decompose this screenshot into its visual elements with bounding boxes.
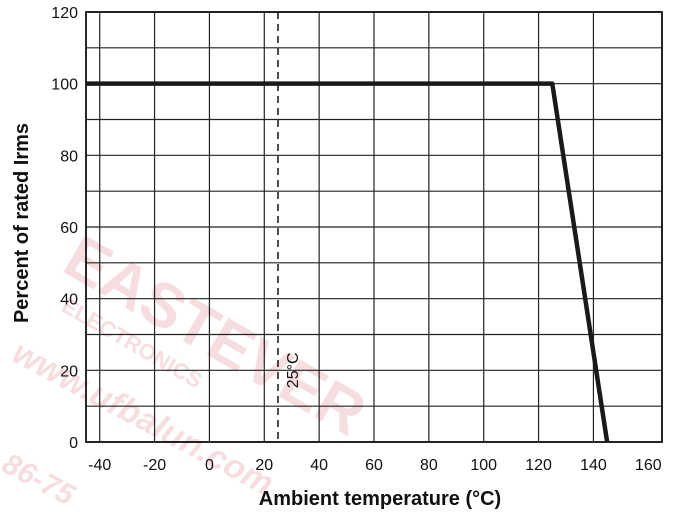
y-tick-label: 60 (60, 220, 78, 237)
y-tick-label: 80 (60, 148, 78, 165)
x-tick-label: 20 (255, 457, 273, 474)
watermark-phone: 86-75 (0, 447, 81, 513)
x-tick-label: 160 (635, 457, 662, 474)
reference-layer: 25°C (277, 12, 302, 442)
plot-frame (85, 11, 663, 443)
x-tick-label: 60 (365, 457, 383, 474)
y-tick-label: 0 (69, 435, 78, 452)
x-tick-label: -40 (88, 457, 111, 474)
x-tick-label: 140 (580, 457, 607, 474)
x-tick-label: -20 (143, 457, 166, 474)
y-tick-labels: 0 20 40 60 80 100 120 (51, 5, 78, 452)
x-tick-label: 100 (470, 457, 497, 474)
x-tick-label: 40 (310, 457, 328, 474)
reference-line-label: 25°C (285, 352, 302, 388)
x-tick-label: 80 (420, 457, 438, 474)
derating-curve (86, 81, 610, 443)
y-axis-title: Percent of rated Irms (11, 123, 33, 323)
y-tick-label: 120 (51, 5, 78, 22)
y-tick-label: 100 (51, 77, 78, 94)
y-tick-label: 20 (60, 363, 78, 380)
x-tick-label: 120 (525, 457, 552, 474)
x-tick-labels: -40 -20 0 20 40 60 80 100 120 140 160 (88, 457, 662, 474)
series-layer (86, 81, 610, 443)
grid (85, 11, 663, 443)
x-axis-title: Ambient temperature (°C) (259, 488, 501, 510)
x-tick-label: 0 (205, 457, 214, 474)
y-tick-label: 40 (60, 292, 78, 309)
